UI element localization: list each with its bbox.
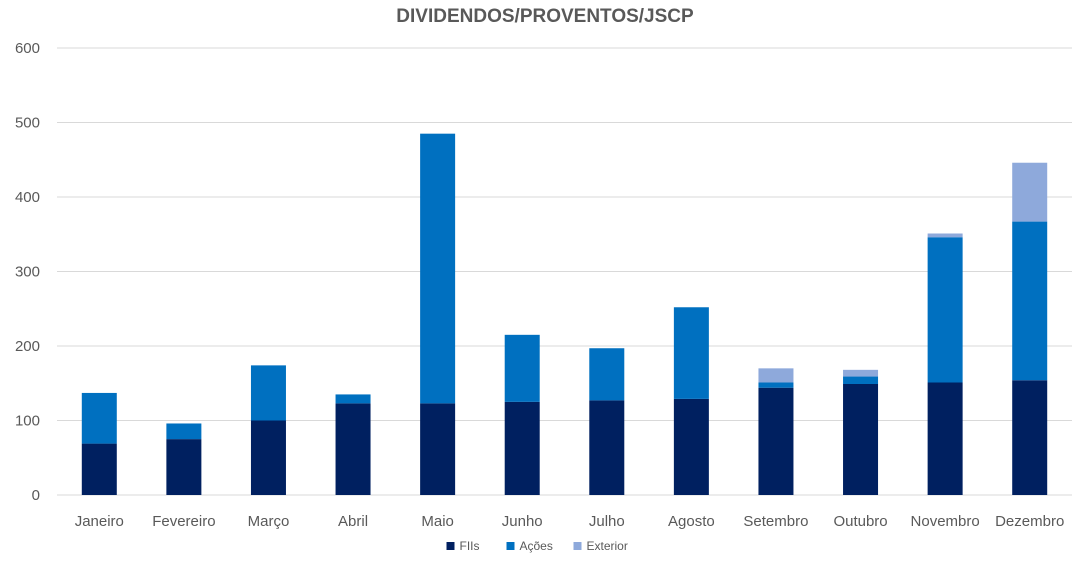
x-axis-ticks: Janeiro Fevereiro Março Abril Maio Junho Julho…	[75, 513, 1065, 530]
y-tick-label: 600	[15, 40, 40, 57]
y-tick-label: 200	[15, 338, 40, 355]
y-tick-label: 500	[15, 115, 40, 132]
bar-a-es-3	[335, 394, 371, 404]
bar-a-es-9	[843, 376, 879, 384]
bar-fiis-4	[420, 403, 456, 495]
x-tick-label: Dezembro	[995, 513, 1064, 530]
bar-fiis-1	[166, 439, 202, 495]
x-tick-label: Março	[248, 513, 290, 530]
bar-a-es-2	[250, 365, 286, 421]
x-tick-label: Abril	[338, 513, 368, 530]
y-tick-label: 300	[15, 264, 40, 281]
bar-fiis-0	[81, 443, 117, 495]
bar-exterior-8	[758, 368, 794, 383]
bar-a-es-0	[81, 392, 117, 444]
bar-fiis-7	[673, 398, 709, 495]
bar-fiis-6	[589, 400, 625, 495]
legend-label: Ações	[520, 539, 553, 553]
legend-swatch	[446, 542, 455, 550]
x-tick-label: Outubro	[833, 513, 887, 530]
bar-fiis-11	[1012, 380, 1048, 495]
legend-label: FIIs	[460, 539, 480, 553]
legend-swatch	[506, 542, 515, 550]
legend-swatch	[573, 542, 582, 550]
bar-fiis-2	[250, 420, 286, 495]
bar-a-es-10	[927, 237, 963, 383]
bar-fiis-5	[504, 401, 540, 495]
bar-exterior-11	[1012, 162, 1048, 222]
bar-fiis-10	[927, 382, 963, 495]
x-tick-label: Junho	[502, 513, 543, 530]
bar-a-es-11	[1012, 221, 1048, 381]
bar-a-es-5	[504, 334, 540, 402]
bar-a-es-7	[673, 307, 709, 399]
y-tick-label: 400	[15, 189, 40, 206]
x-tick-label: Janeiro	[75, 513, 124, 530]
gridlines	[57, 47, 1072, 496]
y-axis-ticks: 0 100 200 300 400 500 600	[15, 40, 40, 504]
bar-fiis-3	[335, 403, 371, 495]
bar-a-es-1	[166, 423, 202, 440]
bar-a-es-4	[420, 133, 456, 404]
y-tick-label: 100	[15, 413, 40, 430]
legend: FIIs Ações Exterior	[446, 539, 628, 553]
bars	[81, 133, 1048, 495]
bar-exterior-9	[843, 369, 879, 377]
x-tick-label: Agosto	[668, 513, 715, 530]
bar-a-es-6	[589, 348, 625, 401]
y-tick-label: 0	[32, 487, 40, 504]
chart-title: DIVIDENDOS/PROVENTOS/JSCP	[396, 6, 694, 27]
x-tick-label: Maio	[421, 513, 454, 530]
legend-label: Exterior	[587, 539, 628, 553]
x-tick-label: Fevereiro	[152, 513, 215, 530]
bar-exterior-10	[927, 233, 963, 238]
x-tick-label: Julho	[589, 513, 625, 530]
bar-fiis-9	[843, 383, 879, 495]
x-tick-label: Setembro	[743, 513, 808, 530]
bar-a-es-8	[758, 382, 794, 388]
bar-fiis-8	[758, 387, 794, 495]
x-tick-label: Novembro	[911, 513, 980, 530]
